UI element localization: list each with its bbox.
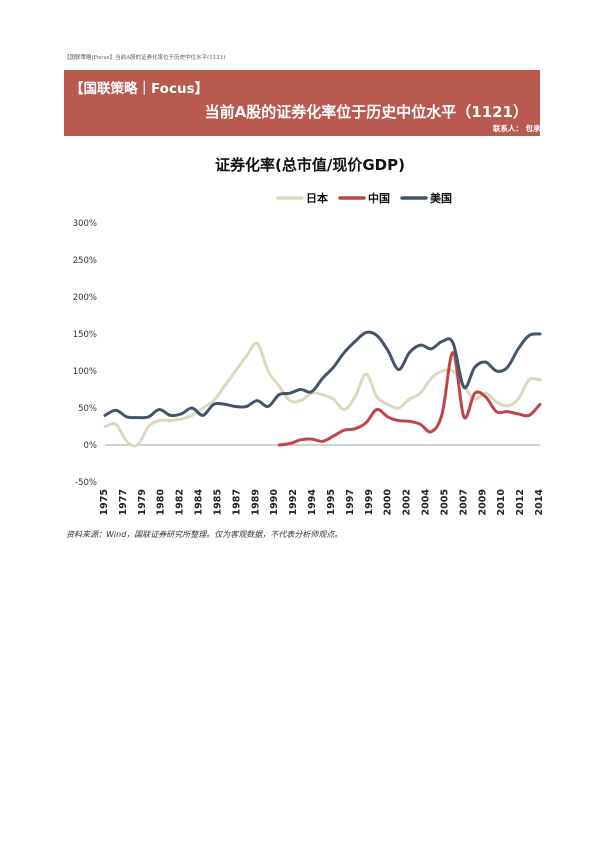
securitization-rate-chart: 证券化率(总市值/现价GDP) 日本 中国 美国 -50% 0% 50% 100% 150%… [73, 156, 545, 516]
x-tick-label: 1979 [137, 489, 148, 515]
y-axis: -50% 0% 50% 100% 150% 200% 250% 300% [73, 219, 97, 488]
legend-label: 日本 [306, 191, 328, 205]
y-tick-label: 50% [78, 404, 97, 414]
chart-legend: 日本 中国 美国 [276, 191, 452, 205]
x-tick-label: 1989 [250, 489, 261, 515]
x-tick-label: 1997 [345, 489, 356, 515]
x-tick-label: 1992 [288, 489, 299, 515]
x-tick-label: 2012 [515, 489, 526, 515]
x-tick-label: 1984 [194, 489, 205, 516]
running-header: 【国联策略|Focus】当前A股的证券化率位于历史中位水平(1121) [64, 55, 226, 61]
x-tick-label: 2004 [421, 489, 432, 516]
x-tick-label: 1999 [364, 489, 375, 515]
x-tick-label: 2000 [383, 489, 394, 516]
x-tick-label: 1995 [326, 489, 337, 515]
x-tick-label: 1985 [212, 489, 223, 515]
x-tick-label: 1990 [269, 489, 280, 516]
x-tick-label: 2009 [477, 489, 488, 515]
source-note: 资料来源：Wind，国联证券研究所整理。仅为客观数据，不代表分析师观点。 [66, 530, 343, 539]
x-tick-label: 1982 [175, 489, 186, 515]
banner-tag: 【国联策略｜Focus】 [70, 81, 209, 97]
x-tick-label: 2005 [439, 489, 450, 515]
series-line [277, 350, 542, 447]
y-tick-label: 0% [84, 441, 98, 451]
y-tick-label: 200% [73, 293, 97, 303]
x-tick-label: 2007 [458, 489, 469, 515]
series-line [103, 341, 542, 448]
y-tick-label: 250% [73, 256, 97, 266]
y-tick-label: 150% [73, 330, 97, 340]
series-line [103, 330, 542, 420]
y-tick-label: 300% [73, 219, 97, 229]
chart-title: 证券化率(总市值/现价GDP) [215, 156, 405, 174]
x-tick-label: 2010 [496, 489, 507, 516]
series-lines [103, 330, 542, 448]
y-tick-label: -50% [75, 478, 97, 488]
legend-label: 中国 [368, 191, 390, 205]
x-tick-label: 1975 [99, 489, 110, 515]
x-tick-label: 2002 [402, 489, 413, 515]
banner-title: 当前A股的证券化率位于历史中位水平（1121） [204, 103, 528, 121]
x-tick-label: 1987 [231, 489, 242, 515]
x-axis: 1975 1977 1979 1980 1982 1984 1985 1987 1989 1990… [99, 444, 545, 516]
report-banner: 【国联策略｜Focus】 当前A股的证券化率位于历史中位水平（1121） 联系人… [64, 70, 540, 136]
banner-contact: 联系人： 包承超 [492, 124, 540, 133]
x-tick-label: 1994 [307, 489, 318, 516]
legend-label: 美国 [430, 191, 452, 205]
y-tick-label: 100% [73, 367, 97, 377]
x-tick-label: 1980 [156, 489, 167, 516]
x-tick-label: 1977 [118, 489, 129, 515]
x-tick-label: 2014 [534, 489, 545, 516]
